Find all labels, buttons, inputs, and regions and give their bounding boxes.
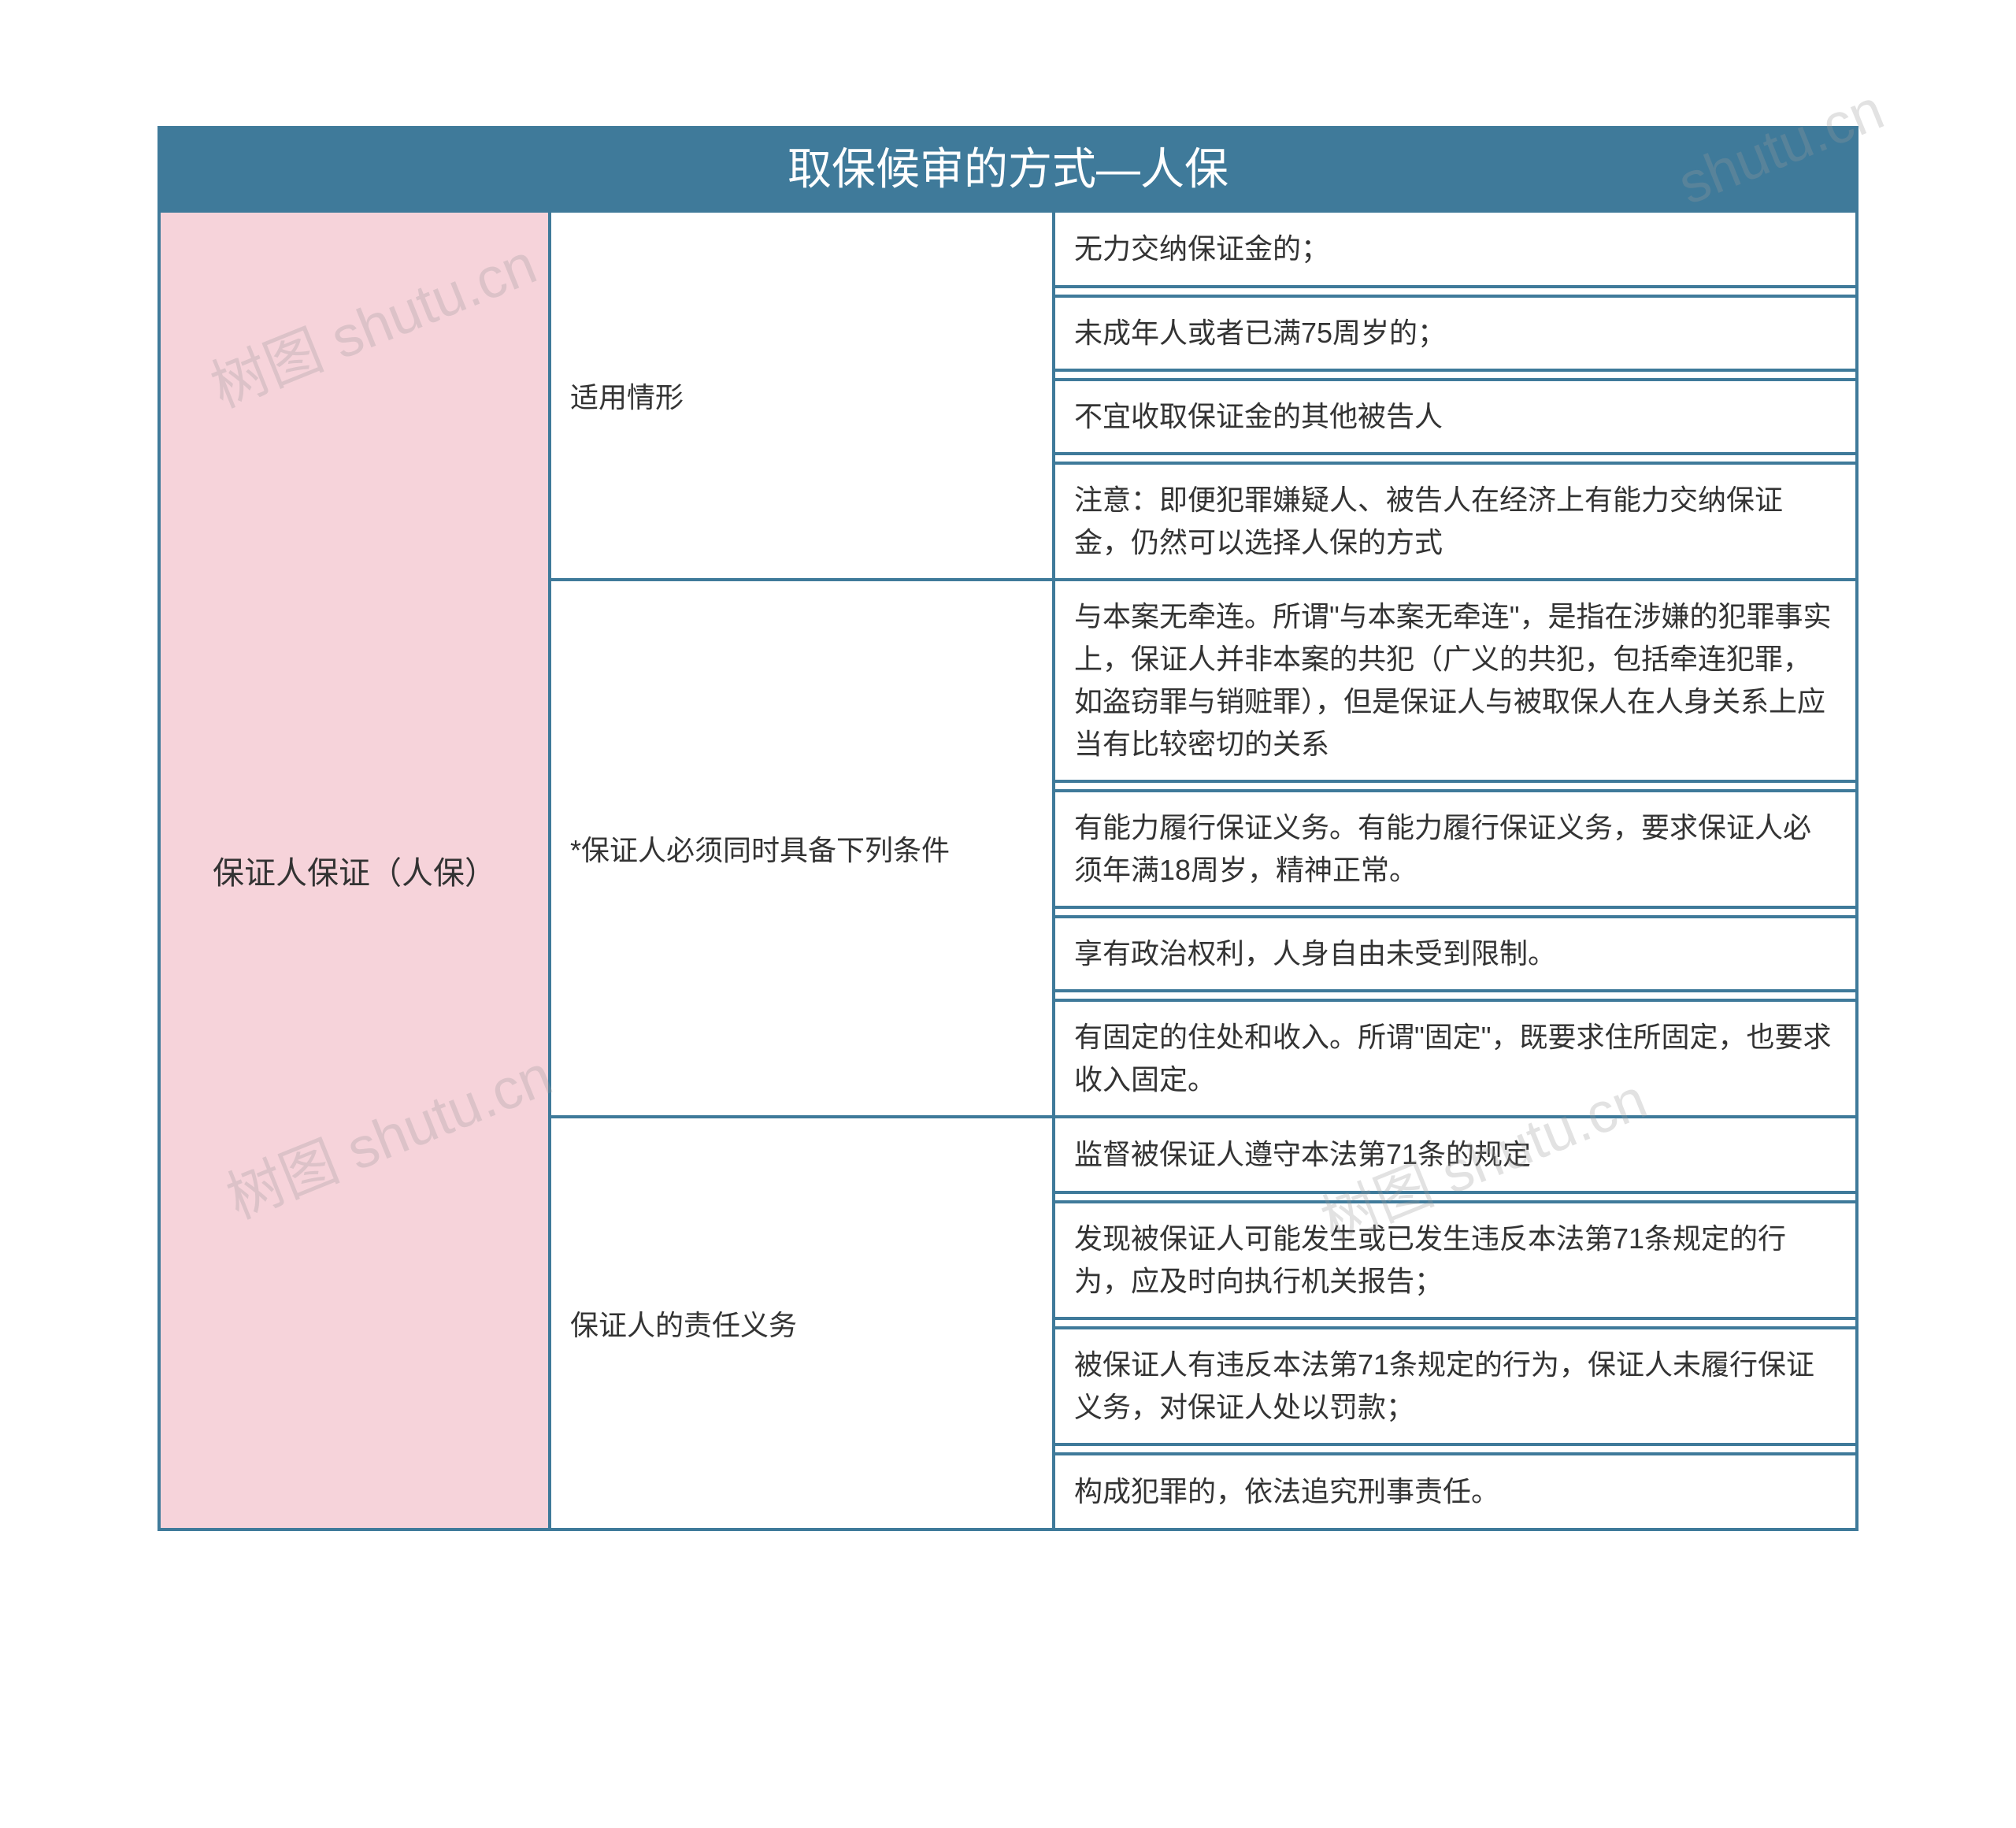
cell: 监督被保证人遵守本法第71条的规定 [1055,1118,1855,1194]
section-label: 保证人的责任义务 [551,1118,1055,1528]
cells-column: 监督被保证人遵守本法第71条的规定发现被保证人可能发生或已发生违反本法第71条规… [1055,1118,1858,1528]
title-text: 取保候审的方式—人保 [788,144,1228,194]
section: *保证人必须同时具备下列条件与本案无牵连。所谓"与本案无牵连"，是指在涉嫌的犯罪… [551,581,1858,1118]
cell: 有固定的住处和收入。所谓"固定"，既要求住所固定，也要求收入固定。 [1055,999,1855,1115]
section: 保证人的责任义务监督被保证人遵守本法第71条的规定发现被保证人可能发生或已发生违… [551,1118,1858,1531]
row-header: 保证人保证（人保） [158,213,551,1531]
cell: 构成犯罪的，依法追究刑事责任。 [1055,1452,1855,1528]
cell: 无力交纳保证金的； [1055,213,1855,288]
cell: 有能力履行保证义务。有能力履行保证义务，要求保证人必须年满18周岁，精神正常。 [1055,789,1855,909]
cell: 未成年人或者已满75周岁的； [1055,295,1855,372]
row-header-label: 保证人保证（人保） [213,847,496,893]
cells-column: 无力交纳保证金的；未成年人或者已满75周岁的；不宜收取保证金的其他被告人注意：即… [1055,213,1858,578]
cells-column: 与本案无牵连。所谓"与本案无牵连"，是指在涉嫌的犯罪事实上，保证人并非本案的共犯… [1055,581,1858,1115]
cell: 不宜收取保证金的其他被告人 [1055,378,1855,455]
section-label: 适用情形 [551,213,1055,578]
main-table: 保证人保证（人保） 适用情形无力交纳保证金的；未成年人或者已满75周岁的；不宜收… [158,213,1858,1531]
cell: 被保证人有违反本法第71条规定的行为，保证人未履行保证义务，对保证人处以罚款； [1055,1326,1855,1446]
section: 适用情形无力交纳保证金的；未成年人或者已满75周岁的；不宜收取保证金的其他被告人… [551,213,1858,581]
cell: 发现被保证人可能发生或已发生违反本法第71条规定的行为，应及时向执行机关报告； [1055,1200,1855,1320]
title-bar: 取保候审的方式—人保 [158,126,1858,213]
sections-container: 适用情形无力交纳保证金的；未成年人或者已满75周岁的；不宜收取保证金的其他被告人… [551,213,1858,1531]
cell: 与本案无牵连。所谓"与本案无牵连"，是指在涉嫌的犯罪事实上，保证人并非本案的共犯… [1055,581,1855,783]
cell: 享有政治权利，人身自由未受到限制。 [1055,915,1855,992]
section-label: *保证人必须同时具备下列条件 [551,581,1055,1115]
cell: 注意：即便犯罪嫌疑人、被告人在经济上有能力交纳保证金，仍然可以选择人保的方式 [1055,462,1855,578]
diagram-canvas: 取保候审的方式—人保 保证人保证（人保） 适用情形无力交纳保证金的；未成年人或者… [158,126,1858,1531]
